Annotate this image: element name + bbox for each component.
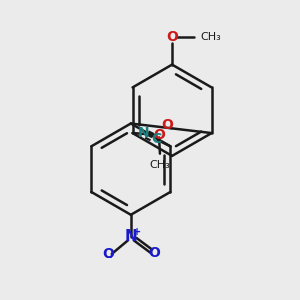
Text: ⁻: ⁻ xyxy=(105,254,112,267)
Text: +: + xyxy=(133,226,141,237)
Text: O: O xyxy=(153,128,165,142)
Text: O: O xyxy=(148,246,160,260)
Text: N: N xyxy=(124,230,137,244)
Text: CH₃: CH₃ xyxy=(150,160,170,170)
Text: CH₃: CH₃ xyxy=(200,32,221,42)
Text: N: N xyxy=(138,126,150,140)
Text: O: O xyxy=(161,118,173,132)
Text: C: C xyxy=(151,132,161,146)
Text: O: O xyxy=(166,30,178,44)
Text: O: O xyxy=(102,247,114,261)
